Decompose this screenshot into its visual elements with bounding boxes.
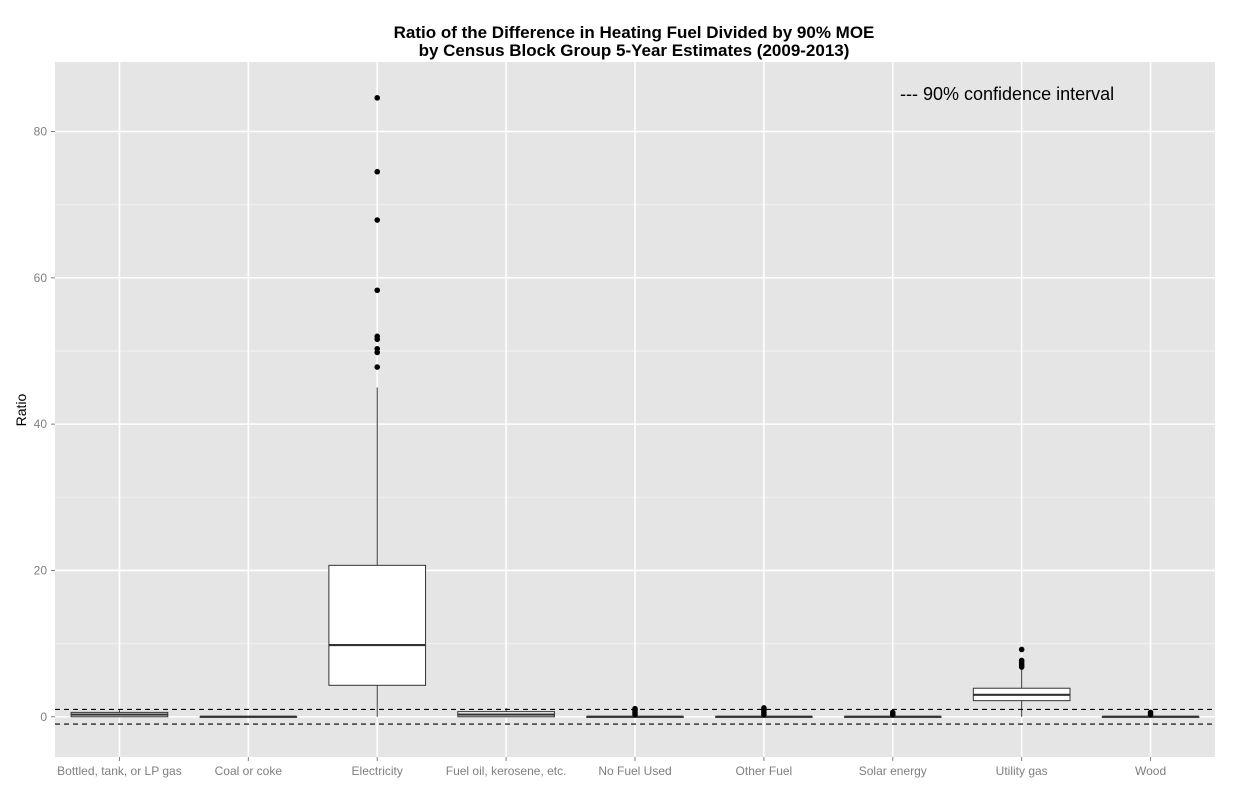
confidence-interval-annotation: --- 90% confidence interval xyxy=(900,84,1114,104)
confidence-interval-lines xyxy=(55,708,1215,725)
x-tick-label: Electricity xyxy=(352,764,403,778)
box-body xyxy=(328,564,427,686)
x-tick-label: Bottled, tank, or LP gas xyxy=(57,764,182,778)
y-tick-label: 0 xyxy=(40,710,47,724)
y-tick-label: 80 xyxy=(34,125,48,139)
x-tick-label: Wood xyxy=(1135,764,1166,778)
x-tick-label: Utility gas xyxy=(996,764,1048,778)
box-7 xyxy=(843,709,942,718)
outlier-point xyxy=(374,333,381,340)
outlier-point xyxy=(1147,709,1154,716)
box-6 xyxy=(715,705,813,718)
outlier-point xyxy=(761,705,767,711)
outlier-point xyxy=(632,705,638,712)
outlier-point xyxy=(889,709,896,716)
box-1 xyxy=(70,710,169,718)
y-tick-label: 20 xyxy=(34,563,48,577)
y-tick-label: 40 xyxy=(34,417,48,431)
chart-title: Ratio of the Difference in Heating Fuel … xyxy=(394,23,875,42)
outlier-point xyxy=(374,364,381,370)
outlier-point xyxy=(374,168,381,175)
box-5 xyxy=(586,705,684,718)
y-axis: 0 20 40 60 80 xyxy=(34,125,55,724)
box-2 xyxy=(199,715,298,718)
x-tick-label: Coal or coke xyxy=(215,764,283,778)
x-axis: Bottled, tank, or LP gas Coal or coke Elec… xyxy=(57,757,1166,778)
outlier-point xyxy=(374,287,381,294)
outlier-point xyxy=(374,345,381,352)
box-8 xyxy=(972,646,1071,717)
box-9 xyxy=(1101,709,1200,718)
outlier-point xyxy=(374,95,381,101)
x-tick-label: No Fuel Used xyxy=(598,764,671,778)
outlier-point xyxy=(1018,646,1025,653)
x-tick-label: Other Fuel xyxy=(736,764,793,778)
box-3 xyxy=(328,95,427,717)
outlier-point xyxy=(374,217,381,223)
chart-subtitle: by Census Block Group 5-Year Estimates (… xyxy=(419,41,850,60)
x-tick-label: Fuel oil, kerosene, etc. xyxy=(446,764,567,778)
major-gridlines xyxy=(55,62,1215,757)
x-tick-label: Solar energy xyxy=(859,764,927,778)
y-axis-title: Ratio xyxy=(13,393,29,426)
boxes xyxy=(70,95,1200,718)
outlier-point xyxy=(1018,657,1025,664)
y-tick-label: 60 xyxy=(34,271,48,285)
